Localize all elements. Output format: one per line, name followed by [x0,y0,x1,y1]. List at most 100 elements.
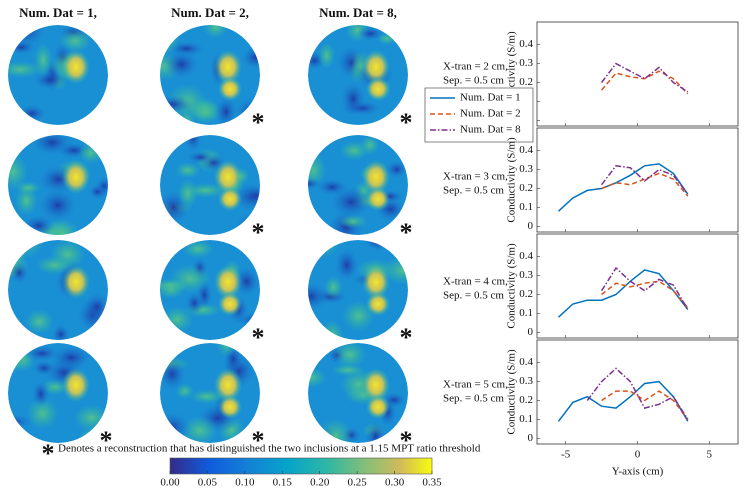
y-axis-label: Conductivity (S/m) [506,349,518,435]
image-blob [181,415,218,443]
legend-label: Num. Dat = 2 [460,108,521,120]
reconstruction-image [160,25,260,125]
image-blob [160,328,178,340]
image-blob [160,26,181,55]
reconstruction-image [8,135,108,235]
reconstruction-image [308,343,408,443]
image-blob [308,106,325,120]
y-tick-label: 0.4 [519,38,533,50]
image-blob [342,300,375,332]
image-blob [308,367,327,388]
image-blob [34,42,53,78]
image-blob [26,397,59,430]
image-blob [8,40,36,55]
inclusion [362,160,390,194]
y-tick-label: 0.2 [519,182,533,194]
y-tick-label: 0.1 [519,201,533,213]
image-blob [38,188,77,223]
image-blob [334,247,360,283]
image-blob [31,380,50,408]
image-blob [329,333,346,340]
asterisk: * [400,218,413,247]
plot-frame [536,127,739,233]
image-blob [356,26,385,41]
footnote: Denotes a reconstruction that has distin… [58,443,481,455]
reconstruction-image [160,240,260,340]
legend-label: Num. Dat = 8 [460,124,521,136]
plot-frame [536,339,739,445]
series-line [601,390,689,420]
inclusion [366,292,390,316]
inclusion [362,50,390,84]
column-title: Num. Dat = 2, [171,5,249,20]
x-tick-label: 5 [707,449,713,461]
y-tick-label: 0.2 [519,76,533,88]
image-blob [308,177,323,190]
colorbar-tick-label: 0.35 [422,477,442,489]
colorbar-tick-label: 0.30 [385,477,405,489]
colorbar [169,457,433,475]
reconstruction-image [8,240,108,340]
inclusion [214,368,242,402]
y-tick-label: 0.4 [519,144,533,156]
inclusion [62,50,90,84]
image-blob [84,292,108,323]
image-blob [324,275,343,300]
inclusion [62,368,90,402]
x-axis-label: Y-axis (cm) [612,466,664,478]
row-label: X-tran = 5 cm, [443,379,508,391]
series-line [557,163,689,212]
asterisk: * [252,426,265,455]
image-blob [50,345,93,371]
inclusion [218,77,242,101]
reconstruction-image [8,25,108,125]
image-blob [163,49,200,80]
image-blob [185,291,204,315]
image-blob [160,357,187,391]
inclusion [214,160,242,194]
image-blob [333,343,367,369]
legend-box [424,87,534,143]
y-tick-label: 0.3 [519,269,533,281]
colorbar-tick-label: 0.05 [198,477,218,489]
image-blob [243,185,260,206]
x-tick-label: 0 [635,449,641,461]
y-tick-label: 0.1 [519,413,533,425]
inclusion [218,292,242,316]
image-blob [241,45,260,70]
colorbar-tick-label: 0.20 [310,477,330,489]
colorbar-tick-label: 0.25 [348,477,368,489]
asterisk: * [400,426,413,455]
image-blob [8,346,25,373]
image-blob [17,104,47,123]
image-blob [24,309,54,334]
y-tick-label: 0.4 [519,356,533,368]
series-line [586,367,689,420]
inclusion [218,187,242,211]
image-blob [182,240,214,258]
y-tick-label: 0 [528,326,534,338]
reconstruction-image [308,240,408,340]
image-blob [8,244,27,265]
image-blob [160,411,192,443]
image-blob [8,61,42,78]
image-blob [318,418,353,443]
y-tick-label: 0.3 [519,375,533,387]
column-title: Num. Dat = 1, [19,5,97,20]
image-blob [175,162,201,179]
row-label: X-tran = 3 cm, [443,171,508,183]
image-blob [308,240,340,258]
row-label: X-tran = 2 cm, [443,61,508,73]
asterisk: * [252,323,265,352]
y-tick-label: 0.3 [519,57,533,69]
y-tick-label: 0.2 [519,288,533,300]
footnote-asterisk: * [42,439,55,468]
y-tick-label: 0.4 [519,250,533,262]
inclusion [214,265,242,299]
inclusion [218,395,242,419]
image-blob [177,179,198,209]
image-blob [88,183,107,200]
image-blob [329,185,373,219]
row-label: Sep. = 0.5 cm [443,393,504,405]
reconstruction-image [308,25,408,125]
